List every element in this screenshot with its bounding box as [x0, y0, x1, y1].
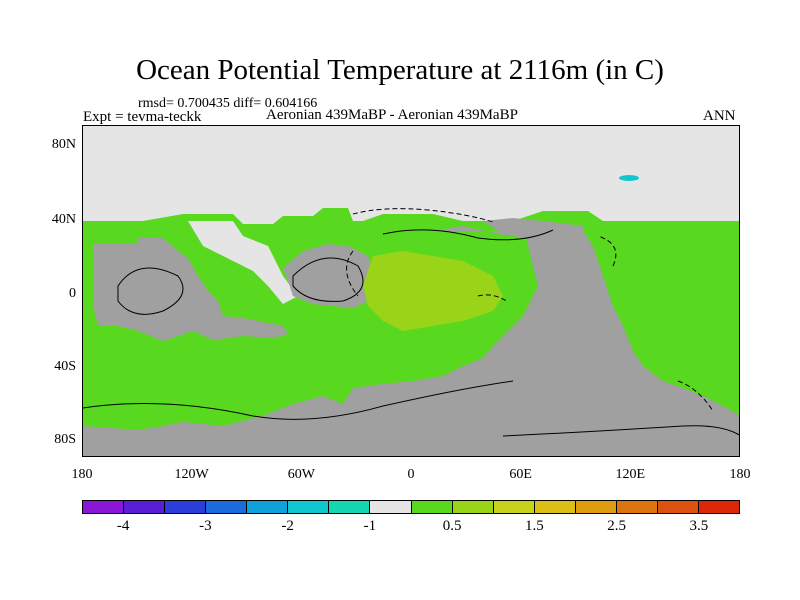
warm-anomaly-patch	[363, 251, 503, 331]
cold-anomaly-spot	[619, 175, 639, 181]
colorbar-cell	[165, 501, 207, 513]
lon-label: 60E	[509, 467, 532, 482]
colorbar-cell	[411, 501, 453, 513]
northern-landmass	[483, 218, 583, 246]
colorbar-cell	[657, 501, 699, 513]
colorbar-label: 3.5	[689, 518, 709, 534]
colorbar-label: -1	[363, 518, 377, 534]
colorbar-label: -3	[199, 518, 212, 534]
colorbar-label: 1.5	[525, 518, 544, 534]
lon-label: 0	[407, 467, 415, 482]
map-panel	[82, 125, 740, 457]
lat-label: 80S	[54, 432, 76, 447]
colorbar-cell	[370, 501, 412, 513]
colorbar-cell	[329, 501, 371, 513]
colorbar-cell	[206, 501, 248, 513]
eastern-continent	[83, 226, 739, 456]
colorbar	[82, 500, 740, 514]
colorbar-cell	[288, 501, 330, 513]
lon-label: 180	[71, 467, 93, 482]
lon-label: 120E	[615, 467, 646, 482]
colorbar-cell	[247, 501, 289, 513]
colorbar-label: -4	[116, 518, 130, 534]
colorbar-label: 2.5	[607, 518, 626, 534]
colorbar-label: 0.5	[442, 518, 462, 534]
colorbar-cell	[575, 501, 617, 513]
western-ice-arm	[188, 221, 298, 304]
lat-label: 40N	[51, 212, 76, 227]
season-label: ANN	[703, 108, 736, 124]
western-continent	[93, 238, 288, 341]
colorbar-cell	[616, 501, 658, 513]
lat-label: 0	[69, 286, 76, 301]
map-canvas	[83, 126, 739, 456]
lat-label: 80N	[51, 137, 76, 152]
colorbar-cell	[452, 501, 494, 513]
central-island	[283, 244, 378, 308]
experiment-label: Expt = tevma-teckk	[83, 109, 202, 125]
coastline-contour	[83, 229, 739, 437]
colorbar-cell	[698, 501, 739, 513]
colorbar-cell	[83, 501, 125, 513]
lon-label: 180	[729, 467, 751, 482]
colorbar-cell	[124, 501, 166, 513]
zero-contour-dashed	[346, 208, 714, 412]
map-title: Ocean Potential Temperature at 2116m (in…	[136, 54, 664, 86]
colorbar-cell	[493, 501, 535, 513]
lon-label: 120W	[174, 467, 209, 482]
rmsd-diff-stats: rmsd= 0.700435 diff= 0.604166	[138, 96, 318, 111]
lat-label: 40S	[54, 359, 76, 374]
colorbar-label: -2	[281, 518, 294, 534]
period-label: Aeronian 439MaBP - Aeronian 439MaBP	[266, 107, 518, 123]
lon-label: 60W	[287, 467, 315, 482]
colorbar-cell	[534, 501, 576, 513]
northern-ice-band	[83, 126, 739, 224]
